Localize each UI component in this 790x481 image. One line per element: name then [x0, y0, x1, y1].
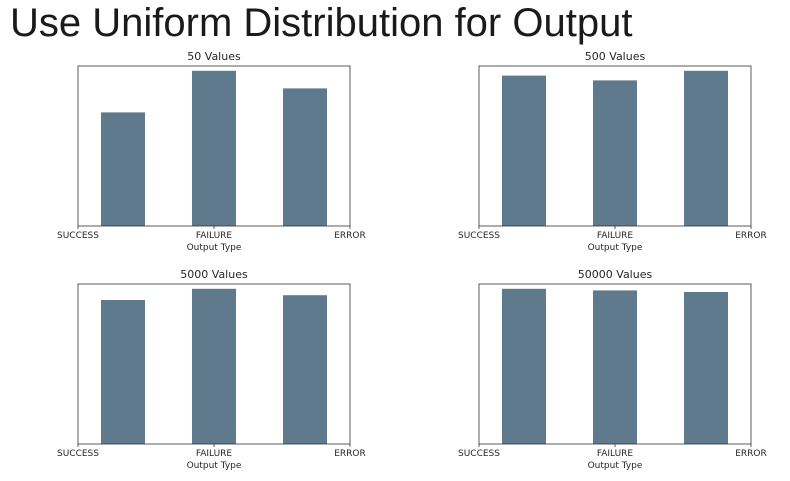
slide-title: Use Uniform Distribution for Output [10, 1, 633, 45]
x-axis-label: Output Type [588, 243, 643, 253]
x-tick-label-success: SUCCESS [57, 449, 99, 459]
bar-error [684, 70, 728, 226]
x-axis-label: Output Type [187, 461, 242, 471]
x-tick-label-failure: FAILURE [597, 449, 634, 459]
bar-failure [593, 290, 637, 444]
chart-title-500-values: 500 Values [585, 50, 646, 63]
x-tick-label-success: SUCCESS [458, 231, 500, 241]
x-tick-label-success: SUCCESS [458, 449, 500, 459]
chart-title-5000-values: 5000 Values [180, 268, 248, 281]
chart-panel-50-values: 50 Values SUCCESS FAILURE ERROR Output Type [55, 46, 395, 253]
chart-panel-500-values: 500 Values SUCCESS FAILURE ERROR Output Type [456, 46, 790, 253]
bar-error [283, 295, 327, 444]
x-tick-label-error: ERROR [334, 231, 366, 241]
x-tick-label-failure: FAILURE [597, 231, 634, 241]
x-axis-label: Output Type [588, 461, 643, 471]
bar-success [101, 112, 145, 226]
x-tick-label-error: ERROR [735, 449, 767, 459]
x-axis-label: Output Type [187, 243, 242, 253]
x-tick-label-success: SUCCESS [57, 231, 99, 241]
x-tick-label-error: ERROR [735, 231, 767, 241]
bar-success [502, 75, 546, 226]
chart-svg: 50000 Values SUCCESS FAILURE ERROR Output Ty… [458, 268, 767, 471]
chart-title-50000-values: 50000 Values [578, 268, 653, 281]
chart-panel-5000-values: 5000 Values SUCCESS FAILURE ERROR Output Typ… [55, 264, 395, 471]
x-tick-label-failure: FAILURE [196, 449, 233, 459]
bar-failure [593, 80, 637, 227]
chart-svg: 50 Values SUCCESS FAILURE ERROR Output Type [57, 50, 366, 253]
chart-svg: 500 Values SUCCESS FAILURE ERROR Output Type [458, 50, 767, 253]
chart-panel-50000-values: 50000 Values SUCCESS FAILURE ERROR Output Ty… [456, 264, 790, 471]
bar-success [502, 288, 546, 444]
x-tick-label-error: ERROR [334, 449, 366, 459]
bar-error [684, 292, 728, 444]
chart-svg: 5000 Values SUCCESS FAILURE ERROR Output Typ… [57, 268, 366, 471]
bar-success [101, 300, 145, 444]
chart-title-50-values: 50 Values [187, 50, 241, 63]
bar-failure [192, 288, 236, 444]
bar-failure [192, 70, 236, 226]
bar-error [283, 88, 327, 227]
x-tick-label-failure: FAILURE [196, 231, 233, 241]
